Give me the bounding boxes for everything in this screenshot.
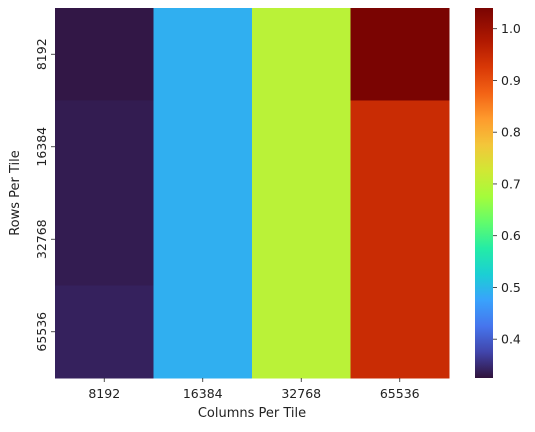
colorbar-tick-label: 1.0	[501, 21, 521, 36]
heatmap-cell	[153, 100, 253, 194]
heatmap-cell	[153, 8, 253, 101]
x-tick-label: 65536	[380, 386, 420, 401]
heatmap-cell	[252, 100, 351, 194]
y-tick-label: 8192	[34, 38, 49, 70]
heatmap-cell	[252, 8, 351, 101]
x-tick-label: 8192	[88, 386, 120, 401]
colorbar-tick-label: 0.7	[501, 176, 521, 191]
heatmap-cells	[55, 8, 450, 379]
heatmap-cell	[252, 285, 351, 379]
x-tick-label: 32768	[281, 386, 321, 401]
x-tick-label: 16384	[183, 386, 223, 401]
heatmap-cell	[55, 285, 154, 379]
y-axis-label: Rows Per Tile	[8, 150, 23, 236]
colorbar-tick-label: 0.4	[501, 332, 521, 347]
heatmap-cell	[55, 193, 154, 286]
heatmap-cell	[55, 8, 154, 101]
y-tick-label: 65536	[34, 312, 49, 352]
colorbar-tick-label: 0.5	[501, 280, 521, 295]
y-tick-label: 32768	[34, 219, 49, 259]
colorbar: 0.4 0.5 0.6 0.7 0.8 0.9 1.0	[475, 8, 521, 378]
heatmap-cell	[153, 193, 253, 286]
colorbar-tick-label: 0.9	[501, 73, 521, 88]
heatmap-cell	[350, 285, 450, 379]
heatmap-cell	[350, 100, 450, 194]
heatmap-cell	[350, 8, 450, 101]
colorbar-gradient	[475, 8, 493, 378]
colorbar-tick-label: 0.8	[501, 125, 521, 140]
heatmap-cell	[55, 100, 154, 194]
colorbar-ticks: 0.4 0.5 0.6 0.7 0.8 0.9 1.0	[493, 21, 521, 347]
heatmap-cell	[153, 285, 253, 379]
heatmap-cell	[252, 193, 351, 286]
colorbar-tick-label: 0.6	[501, 228, 521, 243]
x-axis-ticks: 8192 16384 32768 65536	[88, 378, 420, 401]
y-axis-ticks: 8192 16384 32768 65536	[34, 38, 55, 352]
y-tick-label: 16384	[34, 127, 49, 167]
heatmap-cell	[350, 193, 450, 286]
x-axis-label: Columns Per Tile	[198, 406, 306, 421]
